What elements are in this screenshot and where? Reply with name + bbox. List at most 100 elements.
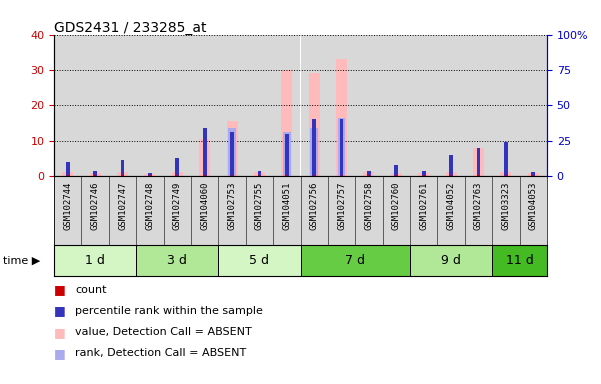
Bar — [310, 128, 318, 176]
Bar — [364, 172, 374, 176]
Bar — [383, 176, 410, 245]
Bar — [283, 132, 291, 176]
Bar — [218, 245, 300, 276]
Bar — [191, 35, 218, 176]
Bar — [422, 170, 426, 176]
Bar — [136, 35, 163, 176]
Bar — [90, 173, 100, 176]
Bar — [54, 245, 136, 276]
Text: GSM102756: GSM102756 — [310, 182, 319, 230]
Bar — [204, 174, 206, 176]
Bar — [438, 176, 465, 245]
Text: 1 d: 1 d — [85, 254, 105, 267]
Bar — [230, 132, 234, 176]
Bar — [532, 175, 534, 176]
Text: GSM102749: GSM102749 — [173, 182, 182, 230]
Text: GSM102761: GSM102761 — [419, 182, 428, 230]
Text: time ▶: time ▶ — [3, 256, 40, 266]
Text: GSM102755: GSM102755 — [255, 182, 264, 230]
Text: GSM104060: GSM104060 — [200, 182, 209, 230]
Bar — [341, 175, 343, 176]
Bar — [273, 35, 300, 176]
Bar — [136, 245, 218, 276]
Bar — [227, 121, 237, 176]
Bar — [391, 173, 402, 176]
Bar — [423, 175, 425, 176]
Text: ■: ■ — [54, 305, 66, 318]
Bar — [199, 139, 210, 176]
Bar — [477, 148, 480, 176]
Text: 9 d: 9 d — [441, 254, 461, 267]
Bar — [117, 172, 128, 176]
Bar — [231, 175, 233, 176]
Bar — [82, 176, 109, 245]
Bar — [355, 176, 383, 245]
Bar — [218, 35, 246, 176]
Bar — [410, 35, 438, 176]
Bar — [63, 172, 73, 176]
Bar — [94, 175, 96, 176]
Text: GSM102757: GSM102757 — [337, 182, 346, 230]
Bar — [410, 245, 492, 276]
Text: 3 d: 3 d — [167, 254, 188, 267]
Text: GSM103323: GSM103323 — [501, 182, 510, 230]
Text: GSM102753: GSM102753 — [228, 182, 237, 230]
Text: rank, Detection Call = ABSENT: rank, Detection Call = ABSENT — [75, 348, 246, 358]
Bar — [136, 176, 163, 245]
Bar — [492, 245, 547, 276]
Bar — [121, 160, 124, 176]
Bar — [176, 174, 178, 176]
Bar — [438, 35, 465, 176]
Bar — [465, 176, 492, 245]
Bar — [285, 134, 288, 176]
Bar — [368, 175, 370, 176]
Bar — [410, 176, 438, 245]
Bar — [473, 148, 484, 176]
Bar — [67, 174, 69, 176]
Bar — [328, 35, 355, 176]
Text: ■: ■ — [54, 283, 66, 296]
Bar — [163, 176, 191, 245]
Text: GSM104051: GSM104051 — [282, 182, 291, 230]
Bar — [336, 59, 347, 176]
Bar — [54, 35, 82, 176]
Text: 7 d: 7 d — [345, 254, 365, 267]
Bar — [121, 174, 124, 176]
Bar — [300, 35, 328, 176]
Bar — [148, 174, 152, 176]
Bar — [313, 119, 316, 176]
Bar — [449, 155, 453, 176]
Bar — [254, 172, 265, 176]
Bar — [504, 142, 508, 176]
Bar — [519, 176, 547, 245]
Bar — [450, 175, 452, 176]
Bar — [191, 176, 218, 245]
Text: count: count — [75, 285, 106, 295]
Bar — [465, 35, 492, 176]
Bar — [281, 70, 292, 176]
Bar — [355, 35, 383, 176]
Bar — [218, 176, 246, 245]
Text: GSM104052: GSM104052 — [447, 182, 456, 230]
Bar — [258, 175, 260, 176]
Text: 5 d: 5 d — [249, 254, 269, 267]
Bar — [246, 35, 273, 176]
Bar — [175, 158, 179, 176]
Text: GSM102746: GSM102746 — [91, 182, 100, 230]
Bar — [54, 176, 82, 245]
Bar — [300, 245, 410, 276]
Bar — [492, 35, 519, 176]
Text: GSM102758: GSM102758 — [364, 182, 373, 230]
Bar — [93, 170, 97, 176]
Text: GDS2431 / 233285_at: GDS2431 / 233285_at — [54, 21, 207, 35]
Text: GSM102747: GSM102747 — [118, 182, 127, 230]
Text: value, Detection Call = ABSENT: value, Detection Call = ABSENT — [75, 327, 252, 337]
Text: GSM102760: GSM102760 — [392, 182, 401, 230]
Text: GSM102763: GSM102763 — [474, 182, 483, 230]
Bar — [418, 173, 429, 176]
Text: percentile rank within the sample: percentile rank within the sample — [75, 306, 263, 316]
Bar — [109, 35, 136, 176]
Bar — [531, 172, 535, 176]
Bar — [328, 176, 355, 245]
Bar — [394, 166, 398, 176]
